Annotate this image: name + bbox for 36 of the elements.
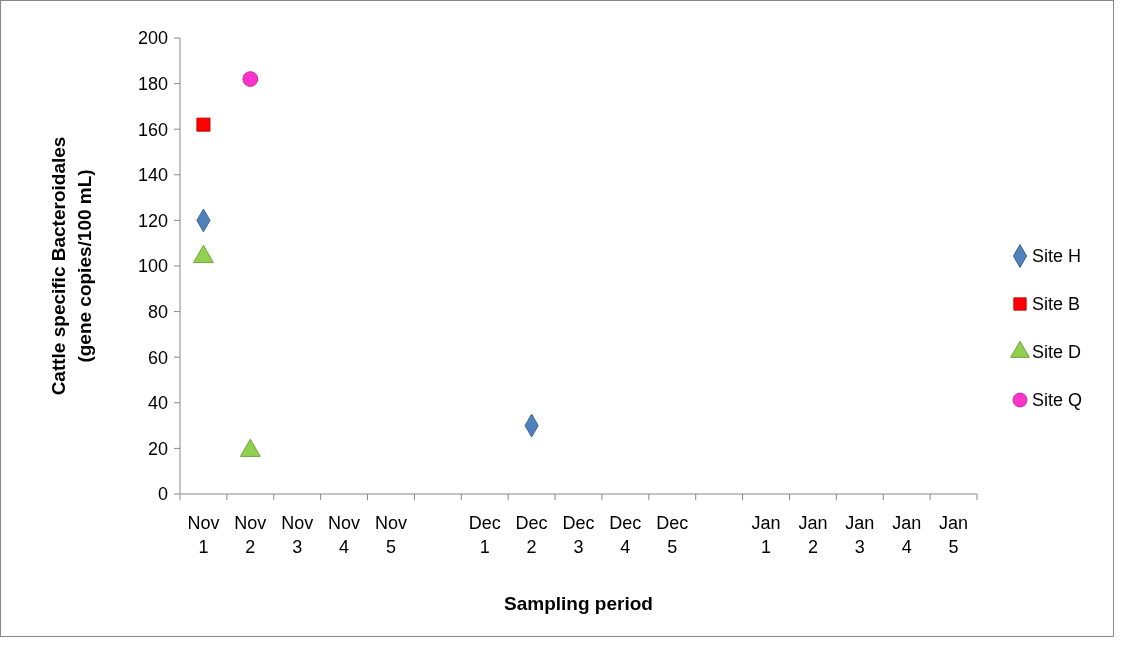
- x-tick-label: Nov 3: [281, 513, 314, 557]
- legend-label: Site Q: [1032, 390, 1083, 411]
- y-tick-label: 200: [137, 28, 168, 49]
- legend-label: Site H: [1032, 246, 1082, 267]
- y-tick-label: 0: [157, 484, 168, 505]
- y-tick-label: 180: [137, 73, 168, 94]
- x-tick-label: Jan 2: [798, 513, 828, 557]
- x-tick-label: Dec 5: [656, 513, 689, 557]
- x-tick-label: Dec 2: [515, 513, 548, 557]
- y-tick-label: 80: [147, 301, 168, 322]
- x-tick-label: Nov 1: [187, 513, 220, 557]
- y-tick-label: 120: [137, 210, 168, 231]
- y-tick-label: 40: [147, 393, 168, 414]
- y-tick-label: 100: [137, 256, 168, 277]
- x-tick-label: Jan 3: [845, 513, 875, 557]
- point: [196, 117, 211, 132]
- x-tick-label: Nov 5: [374, 513, 407, 557]
- x-tick-label: Dec 3: [562, 513, 595, 557]
- y-tick-label: 140: [137, 165, 168, 186]
- point: [242, 71, 259, 87]
- x-tick-label: Dec 4: [609, 513, 642, 557]
- legend-label: Site B: [1032, 294, 1081, 315]
- x-axis-title: Sampling period: [504, 593, 653, 614]
- x-tick-label: Jan 1: [751, 513, 781, 557]
- point: [239, 438, 261, 457]
- x-tick-label: Jan 4: [892, 513, 922, 557]
- x-tick-label: Nov 4: [328, 513, 361, 557]
- y-tick-label: 60: [147, 347, 168, 368]
- x-tick-label: Nov 2: [234, 513, 267, 557]
- x-tick-label: Dec 1: [468, 513, 501, 557]
- y-tick-label: 20: [147, 438, 168, 459]
- legend-label: Site D: [1032, 342, 1082, 363]
- x-tick-label: Jan 5: [939, 513, 969, 557]
- y-tick-label: 160: [137, 119, 168, 140]
- point: [193, 244, 214, 264]
- y-axis-title: Cattle specific Bacteroidales (gene copies/100 mL): [48, 136, 95, 396]
